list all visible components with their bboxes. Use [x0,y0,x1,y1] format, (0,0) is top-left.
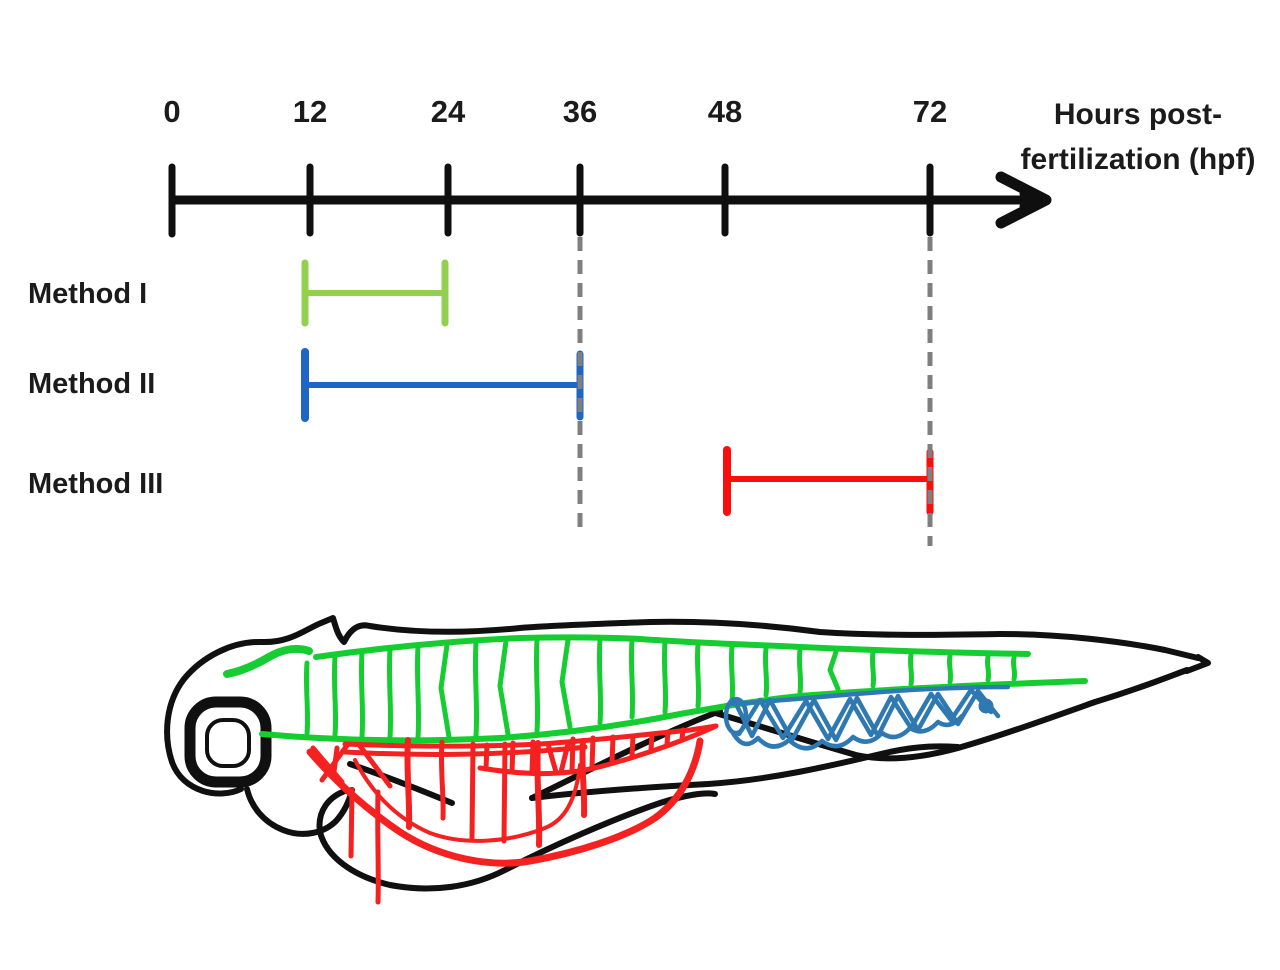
fish-yolk-sac [316,787,718,892]
arrowhead-inner-icon [1019,191,1037,209]
fish-belly-line [529,743,961,801]
method-i-label: Method I [28,278,148,310]
axis-title: Hours post- fertilization (hpf) [1002,92,1274,182]
fish-eye-outer [184,696,272,788]
axis-title-line2: fertilization (hpf) [1020,143,1256,176]
blue-zigzag-reverse [736,687,994,742]
blue-zigzag-forward [732,688,1001,743]
tick-label-36: 36 [562,94,598,129]
blue-vessels [723,684,1011,751]
fish-dorsal-outline [164,615,1201,765]
axis-title-line1: Hours post- [1053,98,1223,131]
fish-outline [164,615,1211,892]
fish-operculum-line [347,761,455,806]
tick-label-0: 0 [163,94,181,129]
arrowhead-icon [995,171,1052,229]
blue-top-line [727,684,1011,707]
red-inner-loop [353,758,582,843]
fish-jaw-lobe [244,786,355,837]
tick-label-12: 12 [292,94,328,129]
tick-label-48: 48 [707,94,743,129]
fish-tail-tip [1184,654,1211,674]
tick-label-24: 24 [430,94,466,129]
green-dorsal-top-line [313,634,1031,660]
method-i-bar [301,259,449,327]
timeline-axis [168,163,1052,238]
guide-lines [577,237,933,546]
method-iii-bar [723,446,934,516]
green-head-arc [223,645,313,678]
red-outer-loop [306,737,704,867]
blue-left-cap-loop [723,696,749,736]
fish-trunk-diagonal [529,708,723,801]
blue-dot [978,698,994,714]
red-wedge-diagonal [477,724,717,777]
red-vessels [306,723,719,905]
fish-eye-inner [205,718,251,768]
tick-label-72: 72 [912,94,948,129]
method-iii-label: Method III [28,468,164,500]
blue-bottom-scallops [730,713,965,751]
method-ii-bar [301,348,584,422]
fish-chin [169,759,244,797]
method-ii-label: Method II [28,368,156,400]
method-bars [301,259,934,516]
